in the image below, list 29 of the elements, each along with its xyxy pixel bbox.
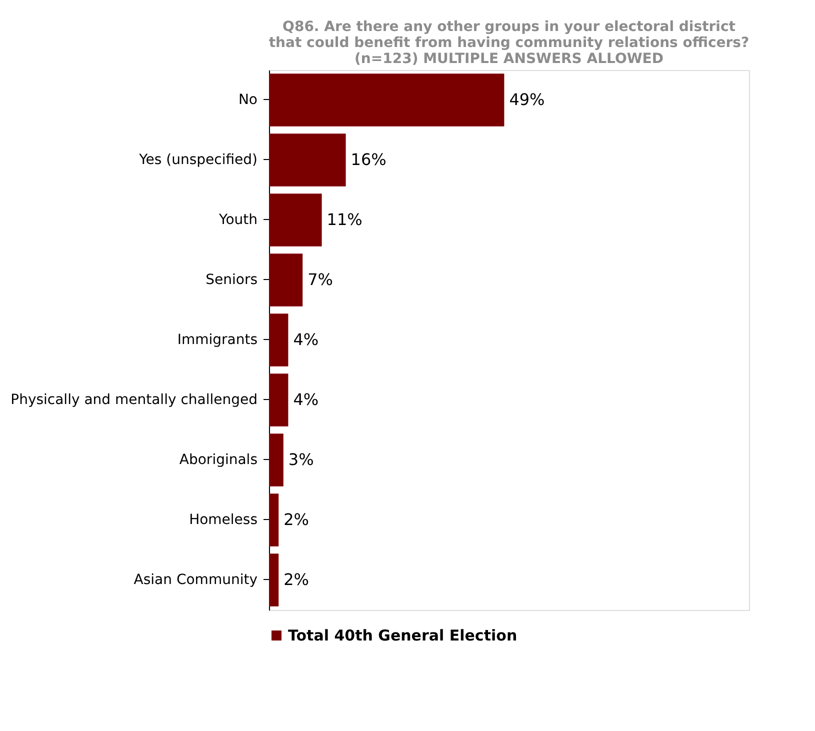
y-tick-label: Immigrants (177, 332, 258, 348)
y-tick-label: Physically and mentally challenged (10, 392, 258, 408)
data-label: 11% (326, 210, 362, 229)
y-tick-label: Youth (218, 212, 258, 228)
legend-label: Total 40th General Election (288, 626, 518, 644)
data-label: 2% (284, 570, 309, 589)
chart-title: Q86. Are there any other groups in your electoral district that could benefit from having community relations officers? (n=123) MULTIPLE ANSWERS ALLOWED (268, 19, 750, 67)
data-label: 7% (308, 270, 333, 289)
y-tick-label: Asian Community (134, 572, 258, 588)
bar (269, 554, 279, 606)
data-label: 2% (284, 510, 309, 529)
bar (269, 374, 288, 426)
data-label: 16% (350, 150, 386, 169)
y-tick-label: No (238, 92, 258, 108)
y-tick-label: Homeless (189, 512, 258, 528)
data-label: 4% (293, 390, 319, 409)
bar (269, 134, 346, 186)
y-tick-label: Aboriginals (179, 452, 258, 468)
bar (269, 194, 322, 246)
y-tick-label: Yes (unspecified) (138, 152, 258, 168)
bar (269, 254, 303, 306)
bar (269, 74, 504, 126)
data-label: 3% (288, 450, 314, 469)
data-label: 49% (509, 90, 545, 109)
bar (269, 434, 284, 486)
data-label: 4% (293, 330, 319, 349)
bar (269, 494, 279, 546)
bar (269, 314, 288, 366)
y-tick-label: Seniors (206, 272, 258, 288)
